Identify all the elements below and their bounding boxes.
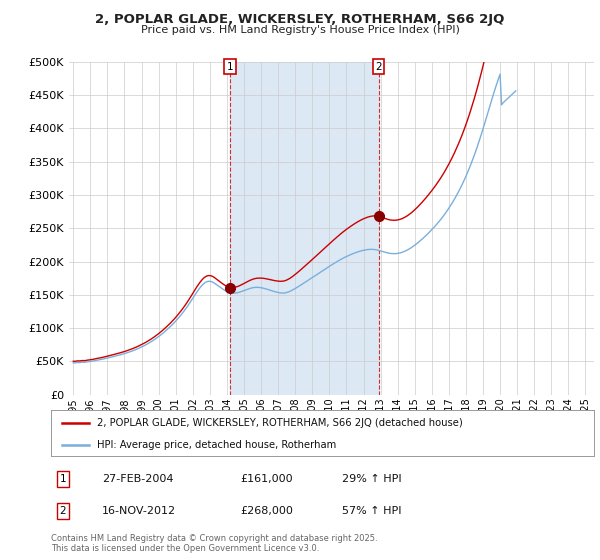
- Text: Contains HM Land Registry data © Crown copyright and database right 2025.
This d: Contains HM Land Registry data © Crown c…: [51, 534, 377, 553]
- Text: Price paid vs. HM Land Registry's House Price Index (HPI): Price paid vs. HM Land Registry's House …: [140, 25, 460, 35]
- Text: 27-FEB-2004: 27-FEB-2004: [102, 474, 173, 484]
- Text: HPI: Average price, detached house, Rotherham: HPI: Average price, detached house, Roth…: [97, 440, 337, 450]
- Text: 57% ↑ HPI: 57% ↑ HPI: [342, 506, 401, 516]
- Text: £161,000: £161,000: [240, 474, 293, 484]
- Text: 2, POPLAR GLADE, WICKERSLEY, ROTHERHAM, S66 2JQ (detached house): 2, POPLAR GLADE, WICKERSLEY, ROTHERHAM, …: [97, 418, 463, 428]
- Text: 29% ↑ HPI: 29% ↑ HPI: [342, 474, 401, 484]
- Text: 2: 2: [375, 62, 382, 72]
- Text: 16-NOV-2012: 16-NOV-2012: [102, 506, 176, 516]
- Text: 2: 2: [59, 506, 67, 516]
- Text: £268,000: £268,000: [240, 506, 293, 516]
- Text: 1: 1: [226, 62, 233, 72]
- Bar: [230, 62, 379, 395]
- Text: 2, POPLAR GLADE, WICKERSLEY, ROTHERHAM, S66 2JQ: 2, POPLAR GLADE, WICKERSLEY, ROTHERHAM, …: [95, 13, 505, 26]
- Text: 1: 1: [59, 474, 67, 484]
